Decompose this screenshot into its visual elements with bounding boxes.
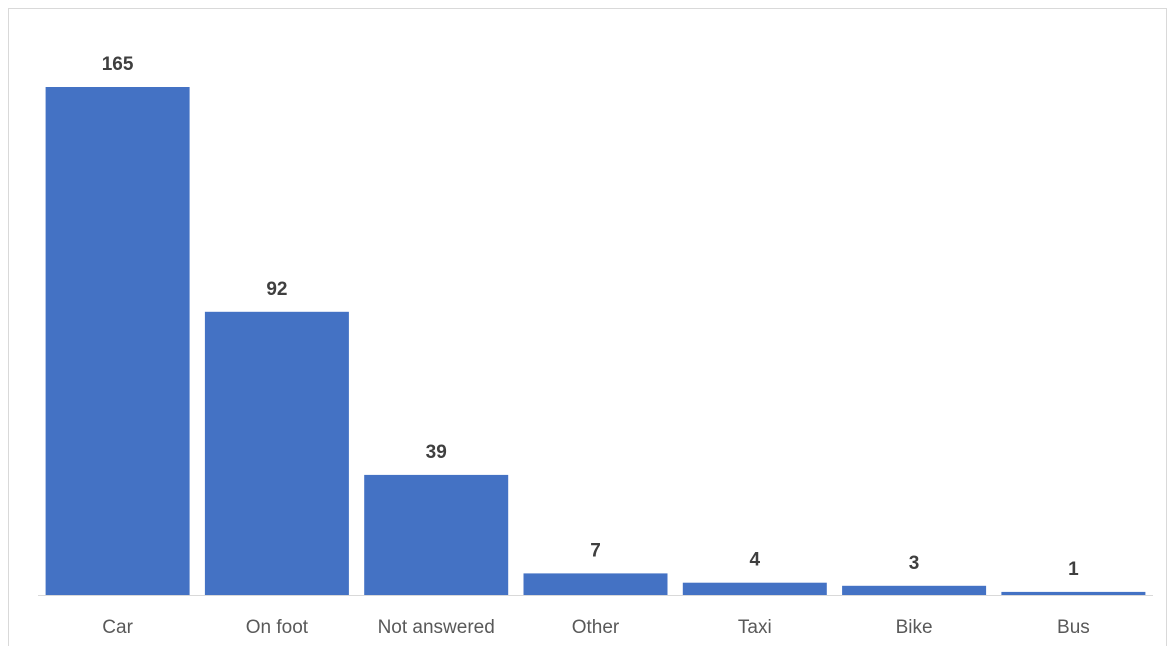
value-label-bus: 1 [1068,559,1079,580]
tick-label-bike: Bike [896,617,933,638]
bars-layer [45,87,1146,595]
tick-label-not-answered: Not answered [378,617,495,638]
bar-other [523,573,668,595]
value-label-on-foot: 92 [266,279,287,300]
value-label-other: 7 [590,540,601,561]
bar-car [45,87,190,595]
value-label-not-answered: 39 [426,442,447,463]
tick-label-on-foot: On foot [246,617,309,638]
value-label-taxi: 4 [750,550,761,571]
bar-on-foot [204,311,349,595]
value-label-car: 165 [102,54,134,75]
tick-label-bus: Bus [1057,617,1090,638]
bar-bike [842,585,987,595]
category-tick-labels-layer: Car On foot Not answered Other Taxi Bike Bus [102,617,1089,638]
bar-bus [1001,591,1146,595]
bar-taxi [682,582,827,595]
tick-label-car: Car [102,617,133,638]
tick-label-taxi: Taxi [738,617,772,638]
chart-frame [8,8,1167,646]
value-labels-layer: 165 92 39 7 4 3 1 [102,54,1079,580]
tick-label-other: Other [572,617,620,638]
value-label-bike: 3 [909,553,920,574]
bar-not-answered [364,474,509,595]
